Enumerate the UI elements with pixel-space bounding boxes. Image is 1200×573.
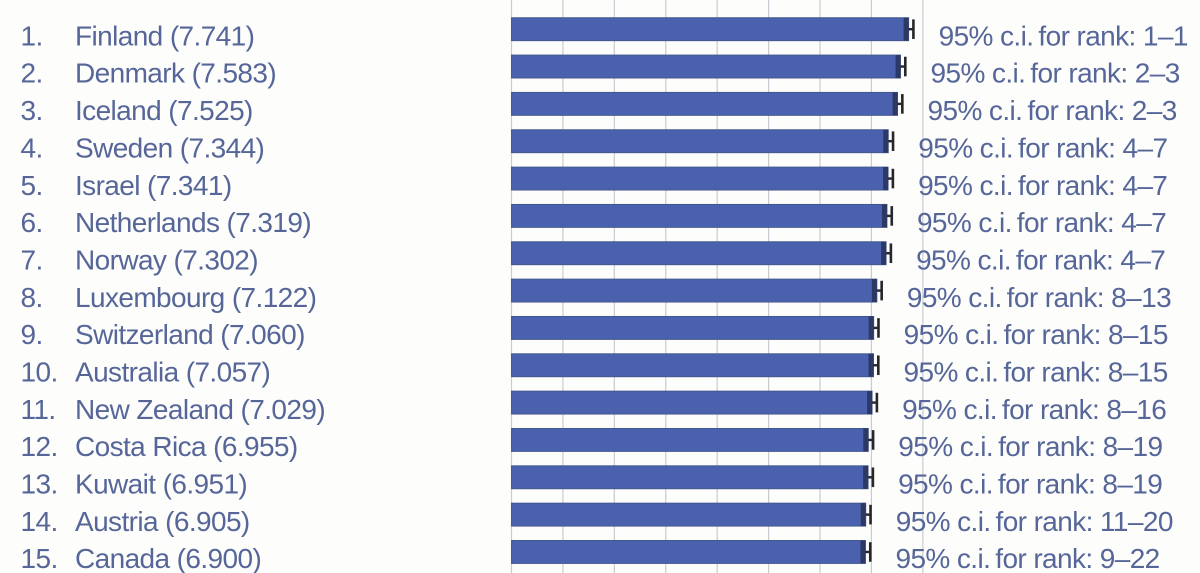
svg-text:6.: 6. <box>21 207 43 238</box>
svg-text:4.: 4. <box>21 132 43 163</box>
svg-text:95% c.i. for rank: 4–7: 95% c.i. for rank: 4–7 <box>917 207 1166 238</box>
svg-text:Denmark (7.583): Denmark (7.583) <box>75 58 276 89</box>
svg-text:95% c.i. for rank: 8–15: 95% c.i. for rank: 8–15 <box>904 319 1168 350</box>
svg-text:Costa Rica (6.955): Costa Rica (6.955) <box>75 431 298 462</box>
svg-text:15.: 15. <box>21 543 58 573</box>
svg-text:13.: 13. <box>21 468 58 499</box>
svg-text:95% c.i. for rank: 8–13: 95% c.i. for rank: 8–13 <box>907 282 1171 313</box>
svg-text:95% c.i. for rank: 8–15: 95% c.i. for rank: 8–15 <box>904 356 1168 387</box>
svg-text:95% c.i. for rank: 2–3: 95% c.i. for rank: 2–3 <box>928 95 1177 126</box>
svg-text:95% c.i. for rank: 4–7: 95% c.i. for rank: 4–7 <box>918 132 1167 163</box>
svg-text:1.: 1. <box>21 20 43 51</box>
svg-text:Australia (7.057): Australia (7.057) <box>75 356 270 387</box>
svg-text:New Zealand (7.029): New Zealand (7.029) <box>75 394 325 425</box>
svg-text:Israel (7.341): Israel (7.341) <box>75 170 232 201</box>
svg-text:Switzerland (7.060): Switzerland (7.060) <box>75 319 305 350</box>
svg-text:5.: 5. <box>21 170 43 201</box>
svg-text:10.: 10. <box>21 356 58 387</box>
svg-text:12.: 12. <box>21 431 58 462</box>
svg-text:9.: 9. <box>21 319 43 350</box>
svg-text:95% c.i. for rank: 8–16: 95% c.i. for rank: 8–16 <box>902 394 1166 425</box>
svg-text:Sweden (7.344): Sweden (7.344) <box>75 132 264 163</box>
svg-text:Norway (7.302): Norway (7.302) <box>75 244 258 275</box>
svg-text:95% c.i. for rank: 4–7: 95% c.i. for rank: 4–7 <box>918 170 1167 201</box>
svg-text:2.: 2. <box>21 58 43 89</box>
svg-text:95% c.i. for rank: 8–19: 95% c.i. for rank: 8–19 <box>898 431 1162 462</box>
svg-text:7.: 7. <box>21 244 43 275</box>
svg-text:95% c.i. for rank: 9–22: 95% c.i. for rank: 9–22 <box>895 543 1159 573</box>
svg-text:Kuwait (6.951): Kuwait (6.951) <box>75 468 247 499</box>
svg-text:Luxembourg (7.122): Luxembourg (7.122) <box>75 282 316 313</box>
svg-text:8.: 8. <box>21 282 43 313</box>
svg-text:Canada (6.900): Canada (6.900) <box>75 543 261 573</box>
svg-text:95% c.i. for rank: 2–3: 95% c.i. for rank: 2–3 <box>931 58 1180 89</box>
svg-text:3.: 3. <box>21 95 43 126</box>
svg-text:Finland (7.741): Finland (7.741) <box>75 20 254 51</box>
svg-text:95% c.i. for rank: 1–1: 95% c.i. for rank: 1–1 <box>939 20 1188 51</box>
svg-text:Netherlands (7.319): Netherlands (7.319) <box>75 207 311 238</box>
svg-text:11.: 11. <box>21 394 56 425</box>
svg-text:Iceland (7.525): Iceland (7.525) <box>75 95 253 126</box>
svg-text:95% c.i. for rank: 4–7: 95% c.i. for rank: 4–7 <box>916 244 1165 275</box>
svg-text:14.: 14. <box>21 506 58 537</box>
svg-text:95% c.i. for rank: 8–19: 95% c.i. for rank: 8–19 <box>898 468 1162 499</box>
svg-text:95% c.i. for rank: 11–20: 95% c.i. for rank: 11–20 <box>896 506 1173 537</box>
svg-text:Austria (6.905): Austria (6.905) <box>75 506 250 537</box>
